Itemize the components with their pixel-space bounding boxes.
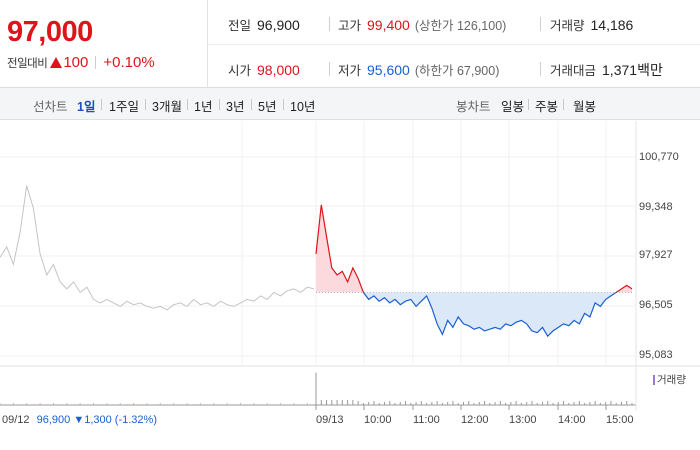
quote-stats: 전일 96,900 고가 99,400 (상한가 126,100) 거래량 14…	[208, 0, 700, 88]
divider	[528, 99, 529, 110]
stat-value: 1,371	[602, 62, 638, 78]
divider	[95, 56, 97, 69]
x-tick-label: 15:00	[606, 414, 634, 426]
stat-amount: 거래대금 1,371 백만	[550, 60, 663, 80]
stat-label: 시가	[228, 64, 252, 78]
divider	[540, 17, 541, 31]
stat-label: 저가	[338, 64, 362, 78]
y-tick-label: 100,770	[639, 151, 679, 163]
change-percent: +0.10%	[103, 54, 155, 71]
candle-weekly[interactable]: 주봉	[535, 100, 559, 114]
area-fill-up	[316, 204, 632, 293]
candle-monthly[interactable]: 월봉	[573, 100, 597, 114]
stat-high: 고가 99,400 (상한가 126,100)	[338, 15, 506, 34]
x-tick-label: 09/13	[316, 414, 344, 426]
change-label: 전일대비	[7, 57, 48, 70]
y-tick-label: 96,505	[639, 299, 673, 311]
divider	[219, 99, 220, 110]
up-triangle-icon	[50, 57, 63, 68]
divider	[208, 44, 700, 45]
period-3y[interactable]: 3년	[226, 100, 245, 114]
current-price: 97,000	[7, 16, 93, 48]
period-3m[interactable]: 3개월	[152, 100, 182, 114]
divider	[101, 99, 102, 110]
candle-chart-label: 봉차트	[456, 100, 491, 114]
period-1w[interactable]: 1주일	[109, 100, 139, 114]
prev-close: 96,900	[36, 414, 71, 426]
change-row: 전일대비 100 +0.10%	[7, 54, 155, 71]
stat-label: 거래대금	[550, 64, 597, 78]
prev-change: ▼1,300	[73, 414, 112, 426]
stat-value: 99,400	[367, 17, 410, 33]
period-10y[interactable]: 10년	[290, 100, 316, 114]
chart-toolbar: 선차트 1일 1주일 3개월 1년 3년 5년 10년 봉차트 일봉 주봉 월봉	[0, 88, 700, 120]
divider	[329, 62, 330, 76]
y-tick-label: 95,083	[639, 349, 673, 361]
divider	[329, 17, 330, 31]
stat-unit: 백만	[637, 62, 663, 78]
area-fill-down	[363, 292, 617, 337]
y-tick-label: 97,927	[639, 249, 673, 261]
volume-swatch	[653, 374, 655, 385]
divider	[251, 99, 252, 110]
quote-header: 97,000 전일대비 100 +0.10% 전일 96,900 고가 99,4…	[0, 0, 700, 88]
x-tick-label: 14:00	[558, 414, 586, 426]
x-tick-label: 11:00	[413, 414, 440, 426]
period-1d[interactable]: 1일	[77, 100, 96, 114]
x-tick-label: 10:00	[364, 414, 392, 426]
divider	[283, 99, 284, 110]
volume-legend: 거래량	[653, 372, 686, 387]
divider	[540, 62, 541, 76]
stat-label: 거래량	[550, 19, 585, 33]
stat-value: 14,186	[590, 17, 634, 33]
stat-prev-close: 전일 96,900	[228, 15, 300, 34]
stat-label: 전일	[228, 19, 252, 33]
candle-daily[interactable]: 일봉	[501, 100, 525, 114]
x-tick-label: 13:00	[509, 414, 537, 426]
stat-value: 96,900	[257, 17, 300, 33]
period-1y[interactable]: 1년	[194, 100, 213, 114]
change-value: 100	[63, 54, 89, 71]
divider	[145, 99, 146, 110]
stat-value: 95,600	[367, 62, 410, 78]
prev-day-summary: 09/12 96,900 ▼1,300 (-1.32%)	[2, 414, 157, 426]
stat-open: 시가 98,000	[228, 60, 300, 79]
upper-limit: (상한가 126,100)	[414, 19, 507, 33]
prev-change-pct: (-1.32%)	[114, 414, 157, 426]
line-chart-label: 선차트	[33, 100, 68, 114]
series-line-down	[362, 292, 618, 338]
divider	[187, 99, 188, 110]
stat-value: 98,000	[257, 62, 300, 78]
stat-low: 저가 95,600 (하한가 67,900)	[338, 60, 499, 79]
lower-limit: (하한가 67,900)	[414, 64, 500, 78]
prev-date: 09/12	[2, 414, 30, 426]
stat-volume: 거래량 14,186	[550, 15, 633, 34]
period-5y[interactable]: 5년	[258, 100, 277, 114]
y-tick-label: 99,348	[639, 201, 673, 213]
series-line-prev-day	[0, 185, 315, 311]
volume-legend-label: 거래량	[657, 374, 686, 386]
price-summary: 97,000 전일대비 100 +0.10%	[0, 0, 208, 88]
divider	[563, 99, 564, 110]
stat-label: 고가	[338, 19, 362, 33]
x-tick-label: 12:00	[461, 414, 489, 426]
